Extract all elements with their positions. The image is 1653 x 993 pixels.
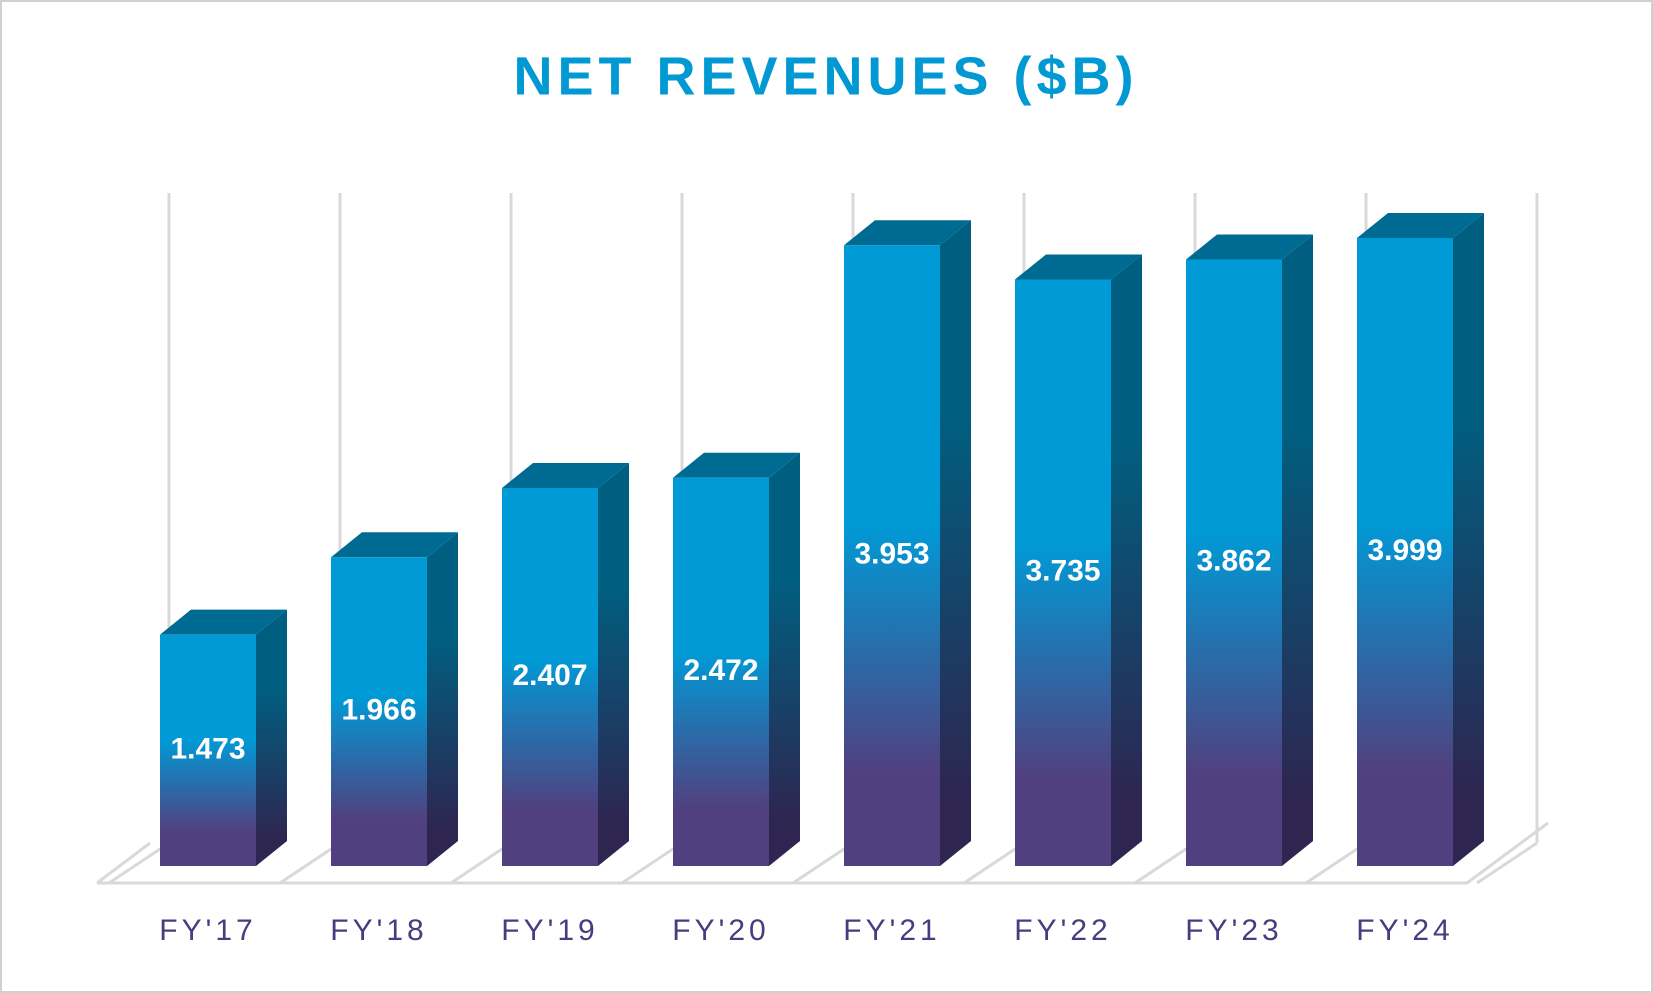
bar-side (1453, 213, 1484, 866)
floor (96, 821, 1549, 885)
x-tick-label: FY'18 (330, 914, 427, 947)
x-tick-label: FY'17 (159, 914, 256, 947)
floor-line (108, 841, 170, 885)
floor-line (792, 841, 854, 885)
bar (1015, 279, 1111, 866)
bar-top (673, 452, 800, 478)
value-label: 1.966 (341, 694, 416, 727)
floor-line (963, 841, 1025, 885)
bar-top (331, 532, 458, 558)
bar-side (1282, 234, 1313, 866)
value-label: 2.472 (683, 654, 758, 687)
bar (844, 245, 940, 866)
bar-side (769, 452, 800, 866)
bar (673, 477, 769, 866)
floor-line (621, 841, 683, 885)
value-label: 3.999 (1367, 534, 1442, 567)
bar (502, 488, 598, 866)
value-label: 3.735 (1025, 555, 1100, 588)
bar-side (256, 609, 287, 866)
x-tick-label: FY'20 (672, 914, 769, 947)
bar (1186, 259, 1282, 866)
bar-top (1015, 254, 1142, 280)
bar-side (427, 532, 458, 866)
floor-line (450, 841, 512, 885)
floor-line (1305, 841, 1367, 885)
bar-top (1186, 234, 1313, 260)
x-tick-label: FY'22 (1014, 914, 1111, 947)
x-tick-label: FY'23 (1185, 914, 1282, 947)
floor-line (1134, 841, 1196, 885)
bar (331, 557, 427, 866)
bar-top (160, 609, 287, 635)
bar (1357, 238, 1453, 866)
x-tick-label: FY'24 (1356, 914, 1453, 947)
chart-title: NET REVENUES ($B) (513, 46, 1138, 106)
value-label: 3.862 (1196, 545, 1271, 578)
floor-line (279, 841, 341, 885)
floor-line (1476, 841, 1538, 885)
x-tick-label: FY'21 (843, 914, 940, 947)
bar-top (844, 220, 971, 246)
value-label: 1.473 (170, 732, 245, 765)
value-label: 2.407 (512, 659, 587, 692)
bar-top (502, 463, 629, 489)
bar-side (598, 463, 629, 866)
bar-side (1111, 254, 1142, 866)
bar-top (1357, 213, 1484, 238)
bar (160, 634, 256, 866)
value-label: 3.953 (854, 538, 929, 571)
x-tick-label: FY'19 (501, 914, 598, 947)
bar-side (940, 220, 971, 866)
